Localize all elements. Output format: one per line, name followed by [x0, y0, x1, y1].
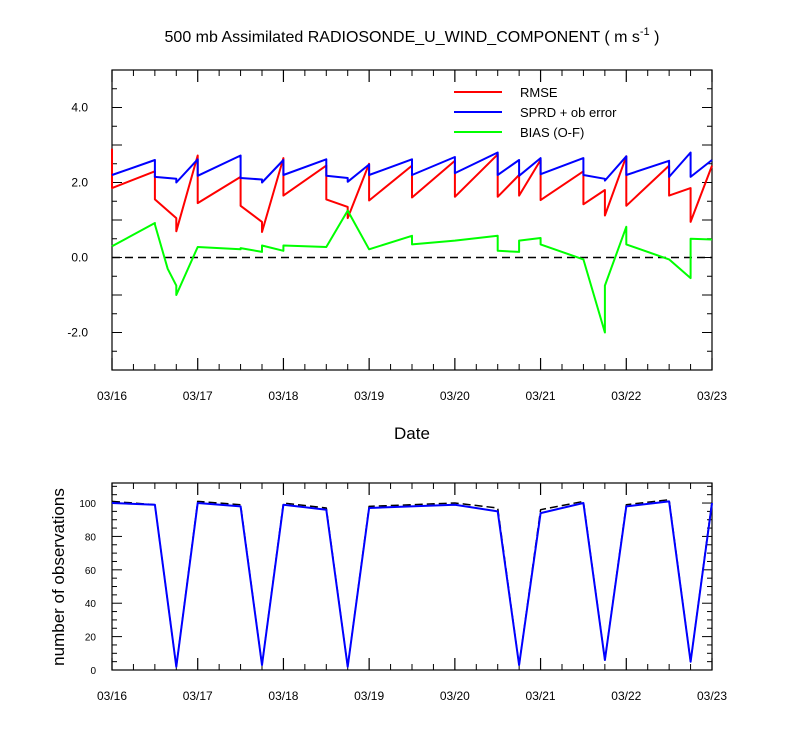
bottom-x-tick-label: 03/17 [183, 689, 213, 703]
top-series-layer [111, 148, 713, 334]
legend-label: BIAS (O-F) [520, 125, 584, 140]
bottom-y-tick-label: 20 [85, 633, 97, 644]
bottom-y-tick-label: 0 [90, 666, 96, 677]
top-x-tick-label: 03/22 [611, 389, 641, 403]
bottom-plot-frame [111, 482, 713, 671]
bottom-x-tick-label: 03/19 [354, 689, 384, 703]
bottom-x-tick-label: 03/23 [697, 689, 727, 703]
bottom-y-tick-label: 60 [85, 566, 97, 577]
bottom-y-tick-label: 40 [85, 599, 97, 610]
legend-label: SPRD + ob error [520, 105, 617, 120]
legend-label: RMSE [520, 85, 558, 100]
bottom-y-tick-label: 100 [79, 499, 96, 510]
top-y-tick-label: 4.0 [71, 101, 88, 115]
top-x-tick-label: 03/19 [354, 389, 384, 403]
top-y-tick-label: 2.0 [71, 176, 88, 190]
top-chart-title-main: 500 mb Assimilated RADIOSONDE_U_WIND_COM… [165, 29, 640, 46]
bottom-y-axis-label: number of observations [49, 488, 68, 666]
top-x-tick-label: 03/16 [97, 389, 127, 403]
bottom-x-tick-label: 03/18 [268, 689, 298, 703]
top-x-tick-label: 03/17 [183, 389, 213, 403]
top-x-tick-label: 03/21 [526, 389, 556, 403]
top-series-sprd-ob-error [111, 151, 713, 184]
top-x-axis-label: Date [394, 424, 430, 443]
top-x-tick-label: 03/20 [440, 389, 470, 403]
bottom-x-tick-label: 03/22 [611, 689, 641, 703]
top-legend: RMSE SPRD + ob error BIAS (O-F) [454, 85, 617, 140]
top-chart-title-superscript: -1 [640, 26, 650, 38]
bottom-x-tick-label: 03/21 [526, 689, 556, 703]
bottom-x-tick-label: 03/16 [97, 689, 127, 703]
bottom-series-solid [111, 500, 713, 668]
top-series-bias-o-f [111, 209, 713, 334]
top-axes: 03/16 03/17 03/18 03/19 03/20 03/21 03/22 03/23… [67, 69, 727, 403]
bottom-series-dashed [111, 498, 713, 668]
top-chart-title: 500 mb Assimilated RADIOSONDE_U_WIND_COM… [165, 26, 660, 46]
bottom-y-tick-label: 80 [85, 532, 97, 543]
top-chart-title-suffix: ) [650, 29, 660, 46]
top-plot-frame [111, 69, 713, 371]
top-x-tick-label: 03/18 [268, 389, 298, 403]
top-y-tick-label: -2.0 [67, 326, 88, 340]
top-x-tick-label: 03/23 [697, 389, 727, 403]
top-y-tick-label: 0.0 [71, 251, 88, 265]
bottom-x-tick-label: 03/20 [440, 689, 470, 703]
bottom-series-layer [111, 498, 713, 668]
bottom-axes: 03/16 03/17 03/18 03/19 03/20 03/21 03/22 03/23… [79, 482, 727, 703]
